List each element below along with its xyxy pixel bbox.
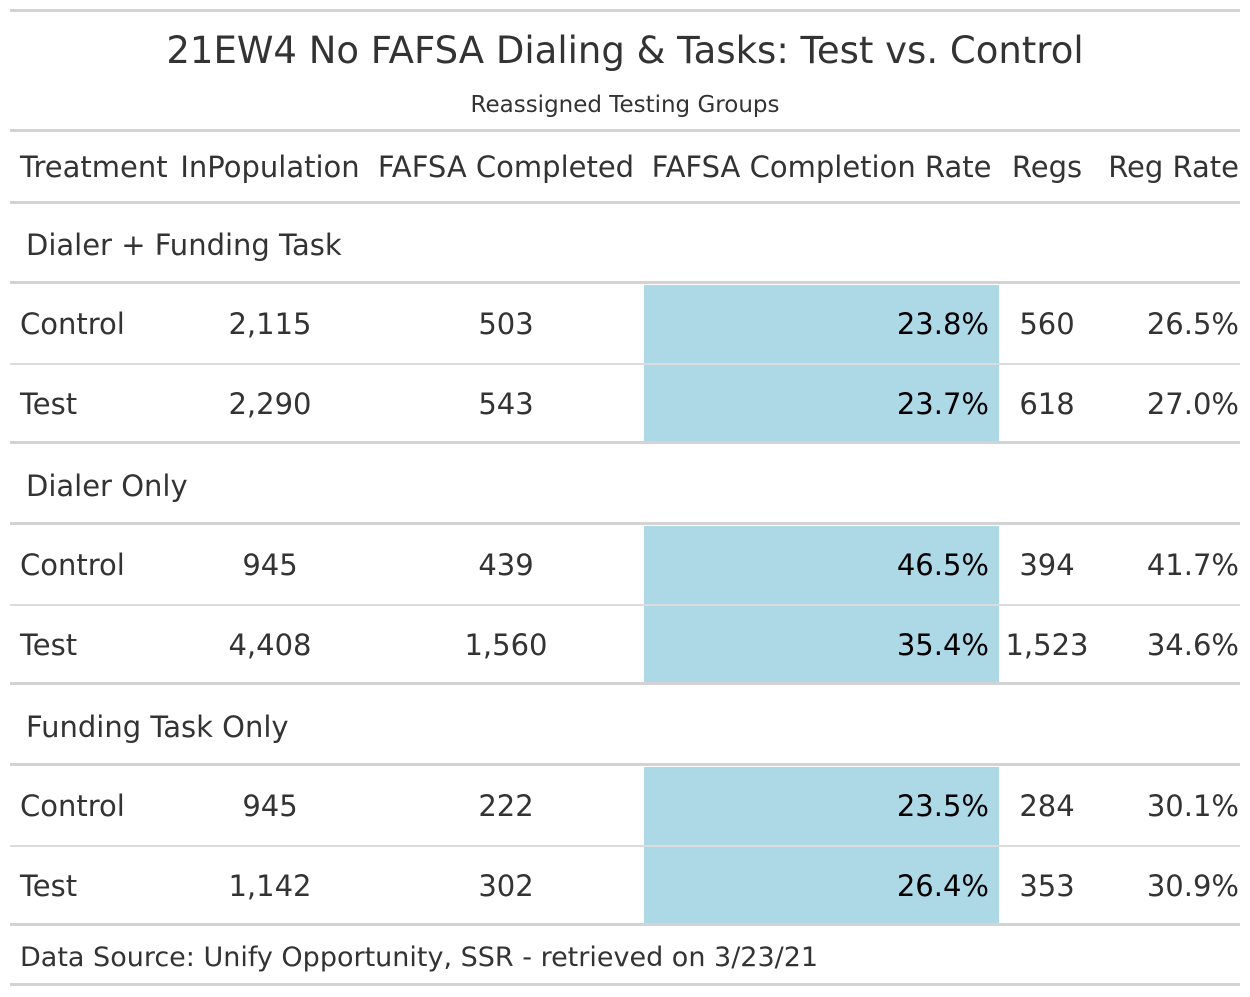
cell-inpopulation: 945 [242, 548, 298, 582]
cell-fafsa-completion-rate: 35.4% [644, 606, 999, 684]
cell-fafsa-completion-rate: 46.5% [644, 526, 999, 604]
cell-regs: 353 [1019, 869, 1075, 903]
cell-fafsa-completed: 543 [478, 387, 534, 421]
cell-reg-rate: 34.6% [1146, 628, 1239, 662]
cell-inpopulation: 2,115 [228, 307, 312, 341]
data-source-footnote: Data Source: Unify Opportunity, SSR - re… [20, 942, 819, 973]
table-row: Control 945 222 23.5% 284 30.1% [10, 767, 1240, 845]
group-bottom-border [10, 682, 1240, 685]
column-header-row: Treatment InPopulation FAFSA Completed F… [10, 133, 1240, 201]
cell-treatment: Control [20, 789, 125, 823]
cell-regs: 394 [1019, 548, 1075, 582]
cell-fafsa-completion-rate: 23.5% [644, 767, 999, 845]
column-header-fafsa-completed: FAFSA Completed [377, 150, 635, 184]
cell-reg-rate: 30.9% [1146, 869, 1239, 903]
cell-regs: 560 [1019, 307, 1075, 341]
table-row: Test 2,290 543 23.7% 618 27.0% [10, 365, 1240, 443]
column-header-reg-rate: Reg Rate [1108, 150, 1239, 184]
cell-inpopulation: 2,290 [228, 387, 312, 421]
cell-reg-rate: 41.7% [1146, 548, 1239, 582]
column-header-fafsa-completion-rate: FAFSA Completion Rate [651, 150, 992, 184]
cell-treatment: Control [20, 307, 125, 341]
cell-regs: 618 [1019, 387, 1075, 421]
table-subtitle: Reassigned Testing Groups [470, 92, 780, 118]
table-row: Test 4,408 1,560 35.4% 1,523 34.6% [10, 606, 1240, 684]
header-top-border [10, 129, 1240, 132]
table-top-border [10, 9, 1240, 12]
cell-treatment: Control [20, 548, 125, 582]
cell-inpopulation: 945 [242, 789, 298, 823]
cell-fafsa-completed: 1,560 [464, 628, 548, 662]
cell-reg-rate: 27.0% [1146, 387, 1239, 421]
column-header-treatment: Treatment [20, 150, 168, 184]
header-bottom-border [10, 201, 1240, 204]
row-divider [10, 845, 1240, 847]
cell-reg-rate: 30.1% [1146, 789, 1239, 823]
cell-fafsa-completed: 302 [478, 869, 534, 903]
group-label-dialer-only: Dialer Only [26, 469, 188, 503]
table-body-bottom-border [10, 923, 1240, 926]
table-row: Test 1,142 302 26.4% 353 30.9% [10, 847, 1240, 925]
group-divider [10, 763, 1240, 766]
cell-treatment: Test [20, 869, 78, 903]
group-label-dialer-funding-task: Dialer + Funding Task [26, 228, 342, 262]
cell-fafsa-completed: 222 [478, 789, 534, 823]
cell-reg-rate: 26.5% [1146, 307, 1239, 341]
cell-fafsa-completion-rate: 23.8% [644, 285, 999, 363]
cell-inpopulation: 4,408 [228, 628, 312, 662]
cell-regs: 284 [1019, 789, 1075, 823]
row-divider [10, 363, 1240, 365]
column-header-regs: Regs [1011, 150, 1083, 184]
cell-inpopulation: 1,142 [228, 869, 312, 903]
table-row: Control 2,115 503 23.8% 560 26.5% [10, 285, 1240, 363]
cell-treatment: Test [20, 387, 78, 421]
group-divider [10, 522, 1240, 525]
cell-regs: 1,523 [1005, 628, 1089, 662]
cell-treatment: Test [20, 628, 78, 662]
row-divider [10, 604, 1240, 606]
group-divider [10, 281, 1240, 284]
cell-fafsa-completed: 503 [478, 307, 534, 341]
group-label-funding-task-only: Funding Task Only [26, 710, 289, 744]
table-title: 21EW4 No FAFSA Dialing & Tasks: Test vs.… [166, 29, 1084, 72]
cell-fafsa-completed: 439 [478, 548, 534, 582]
group-bottom-border [10, 441, 1240, 444]
column-header-inpopulation: InPopulation [180, 150, 360, 184]
table-row: Control 945 439 46.5% 394 41.7% [10, 526, 1240, 604]
cell-fafsa-completion-rate: 23.7% [644, 365, 999, 443]
cell-fafsa-completion-rate: 26.4% [644, 847, 999, 925]
table-bottom-border [10, 983, 1240, 986]
